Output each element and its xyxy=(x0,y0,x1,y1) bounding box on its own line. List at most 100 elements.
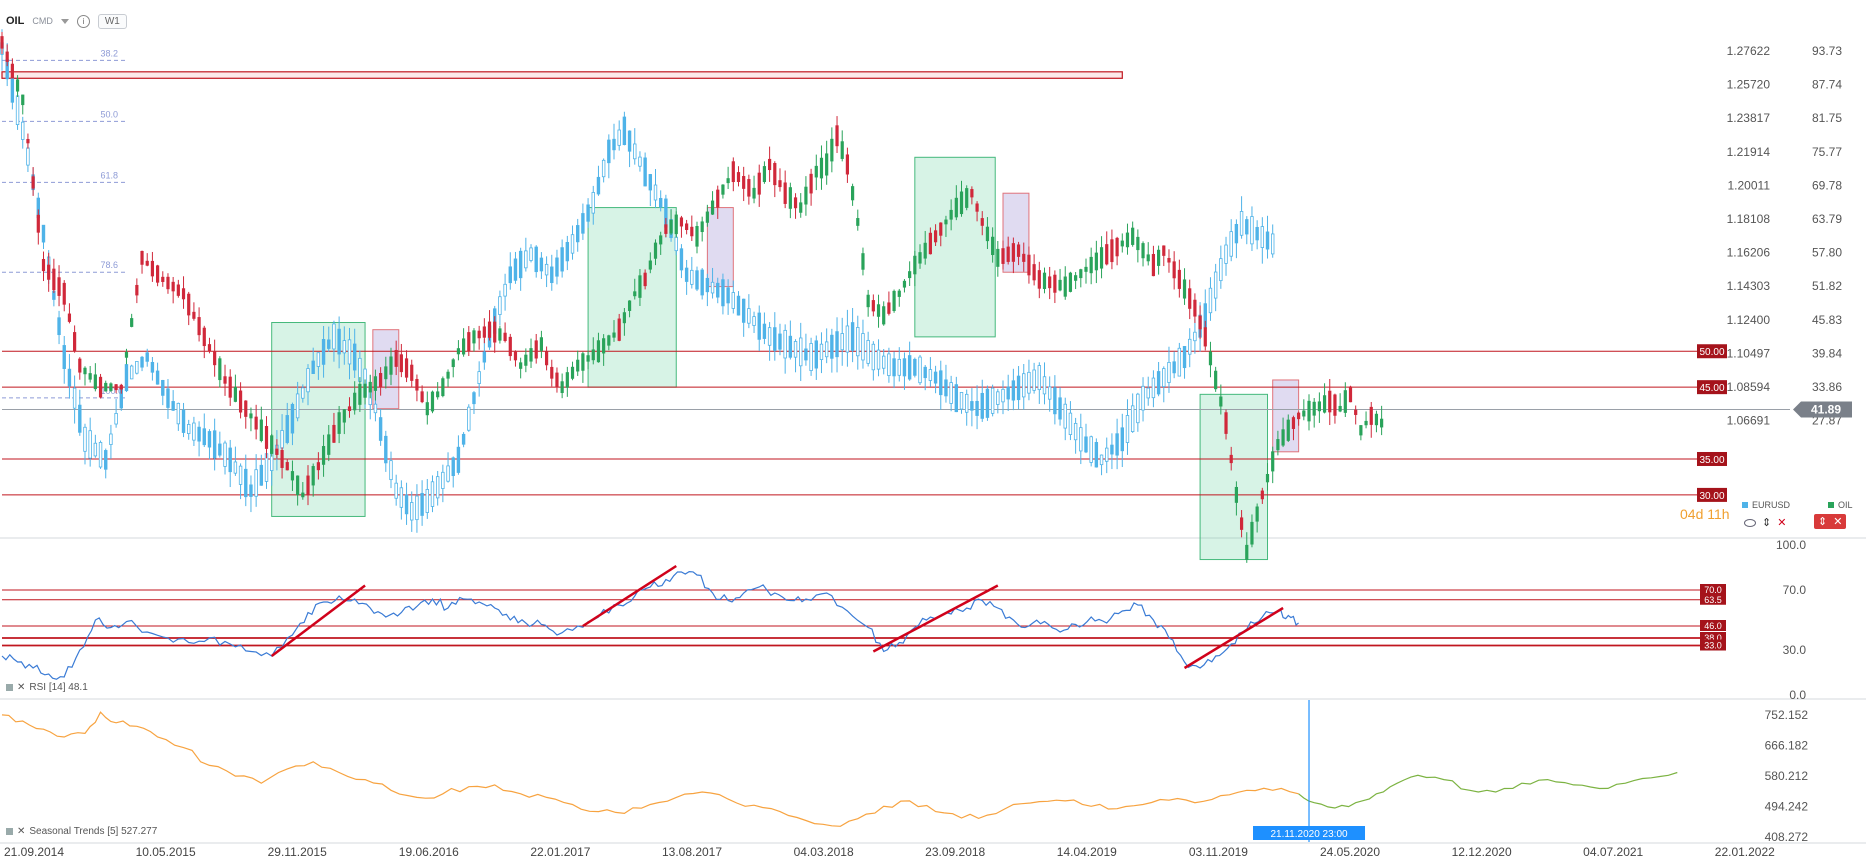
legend-oil[interactable]: OIL xyxy=(1828,500,1853,510)
oil-candle xyxy=(1214,370,1218,390)
oil-candle xyxy=(0,36,4,49)
reorder-icon[interactable]: ⇕ xyxy=(1762,517,1772,529)
oil-candle xyxy=(57,277,61,296)
close-icon[interactable]: ✕ xyxy=(17,826,26,837)
eurusd-candle xyxy=(254,469,258,497)
oil-candle xyxy=(1188,288,1192,309)
oil-candle xyxy=(783,182,787,204)
oil-candle xyxy=(10,63,14,79)
oil-candle xyxy=(192,311,196,319)
oil-candle xyxy=(187,293,191,316)
eurusd-candle xyxy=(856,327,860,357)
pane-settings-icon[interactable] xyxy=(6,828,13,835)
oil-candle xyxy=(238,390,243,413)
oil-candle xyxy=(539,337,544,351)
oil-candle xyxy=(1198,315,1202,330)
eurusd-candle xyxy=(695,270,699,290)
eurusd-candle xyxy=(1219,258,1223,282)
eurusd-candle xyxy=(1234,223,1239,244)
close-icon[interactable]: ✕ xyxy=(1777,517,1787,529)
fibonacci-label: 78.6 xyxy=(101,260,119,270)
eurusd-candle xyxy=(778,333,782,350)
legend-label-oil: OIL xyxy=(1838,500,1853,510)
eurusd-candle xyxy=(555,257,559,277)
eurusd-candle xyxy=(824,341,829,358)
eurusd-axis-label: 1.23817 xyxy=(1727,111,1771,125)
eurusd-candle xyxy=(705,277,710,293)
eurusd-candle xyxy=(633,143,637,160)
eurusd-candle xyxy=(223,442,227,467)
oil-candle xyxy=(570,366,575,379)
reorder-icon[interactable]: ⇕ xyxy=(1818,516,1828,528)
oil-candle xyxy=(415,378,419,391)
oil-candle xyxy=(887,302,891,314)
rsi-pane-label[interactable]: ✕ RSI [14] 48.1 xyxy=(6,682,88,693)
oil-candle xyxy=(353,392,357,411)
oil-candle xyxy=(716,189,720,208)
seasonal-axis-label: 580.212 xyxy=(1765,769,1809,783)
oil-candle xyxy=(270,435,274,454)
eurusd-candle xyxy=(907,355,912,380)
eurusd-candle xyxy=(1022,373,1026,398)
close-icon[interactable]: ✕ xyxy=(1833,516,1843,528)
eurusd-candle xyxy=(1250,216,1254,245)
legend-eurusd[interactable]: EURUSD xyxy=(1742,500,1790,510)
oil-candle xyxy=(1348,386,1353,403)
eye-icon[interactable] xyxy=(1744,518,1756,527)
oil-candle xyxy=(1094,252,1098,271)
oil-candle xyxy=(1027,254,1031,276)
eurusd-candle xyxy=(684,267,689,282)
oil-candle xyxy=(845,154,850,175)
legend-label-eurusd: EURUSD xyxy=(1752,500,1791,510)
oil-candle xyxy=(1317,401,1321,412)
fibonacci-label: 38.2 xyxy=(101,48,119,58)
eurusd-candle xyxy=(814,340,818,369)
eurusd-candle xyxy=(913,358,917,376)
oil-candle xyxy=(793,197,798,209)
eurusd-candle xyxy=(544,263,549,276)
pane-settings-icon[interactable] xyxy=(6,684,13,691)
eurusd-candle xyxy=(26,147,30,166)
info-icon[interactable]: i xyxy=(76,14,90,28)
eurusd-candle xyxy=(1167,361,1171,383)
oil-candle xyxy=(923,242,927,259)
oil-candle xyxy=(5,51,9,62)
eurusd-candle xyxy=(892,358,896,377)
countdown-hours: 11h xyxy=(1707,506,1730,522)
oil-candle xyxy=(88,373,92,380)
oil-candle xyxy=(581,353,585,371)
oil-candle xyxy=(327,434,331,455)
x-axis-label: 21.09.2014 xyxy=(4,845,64,859)
timeframe-selector[interactable]: W1 xyxy=(97,13,127,29)
eurusd-candle xyxy=(773,327,777,351)
rsi-trend-line xyxy=(582,564,677,628)
oil-candle xyxy=(213,351,217,366)
x-axis-label: 22.01.2017 xyxy=(530,845,590,859)
oil-candle xyxy=(67,313,72,322)
oil-candle xyxy=(773,162,777,186)
eurusd-candle xyxy=(316,352,321,367)
oil-candle xyxy=(799,202,803,213)
oil-candle xyxy=(1203,327,1207,347)
eurusd-candle xyxy=(404,494,409,515)
eurusd-candle xyxy=(104,450,108,470)
close-icon[interactable]: ✕ xyxy=(17,682,26,693)
oil-candle xyxy=(576,359,580,372)
eurusd-candle xyxy=(446,465,450,482)
eurusd-candle xyxy=(1265,231,1270,250)
eurusd-axis-label: 1.27622 xyxy=(1727,44,1771,58)
symbol-name[interactable]: OIL xyxy=(6,15,25,27)
oil-candle xyxy=(513,351,518,361)
oil-candle xyxy=(617,318,621,341)
eurusd-candle xyxy=(1016,375,1021,401)
oil-candle xyxy=(15,79,20,92)
oil-candle xyxy=(985,226,990,242)
eurusd-candle xyxy=(78,404,82,433)
eurusd-candle xyxy=(565,242,570,262)
oil-candle xyxy=(62,282,66,305)
oil-candle xyxy=(145,260,149,266)
seasonal-past-line xyxy=(1,711,1299,827)
oil-candle xyxy=(1079,269,1083,279)
chevron-down-icon[interactable] xyxy=(60,18,69,24)
seasonal-pane-label[interactable]: ✕ Seasonal Trends [5] 527.277 xyxy=(6,826,157,837)
